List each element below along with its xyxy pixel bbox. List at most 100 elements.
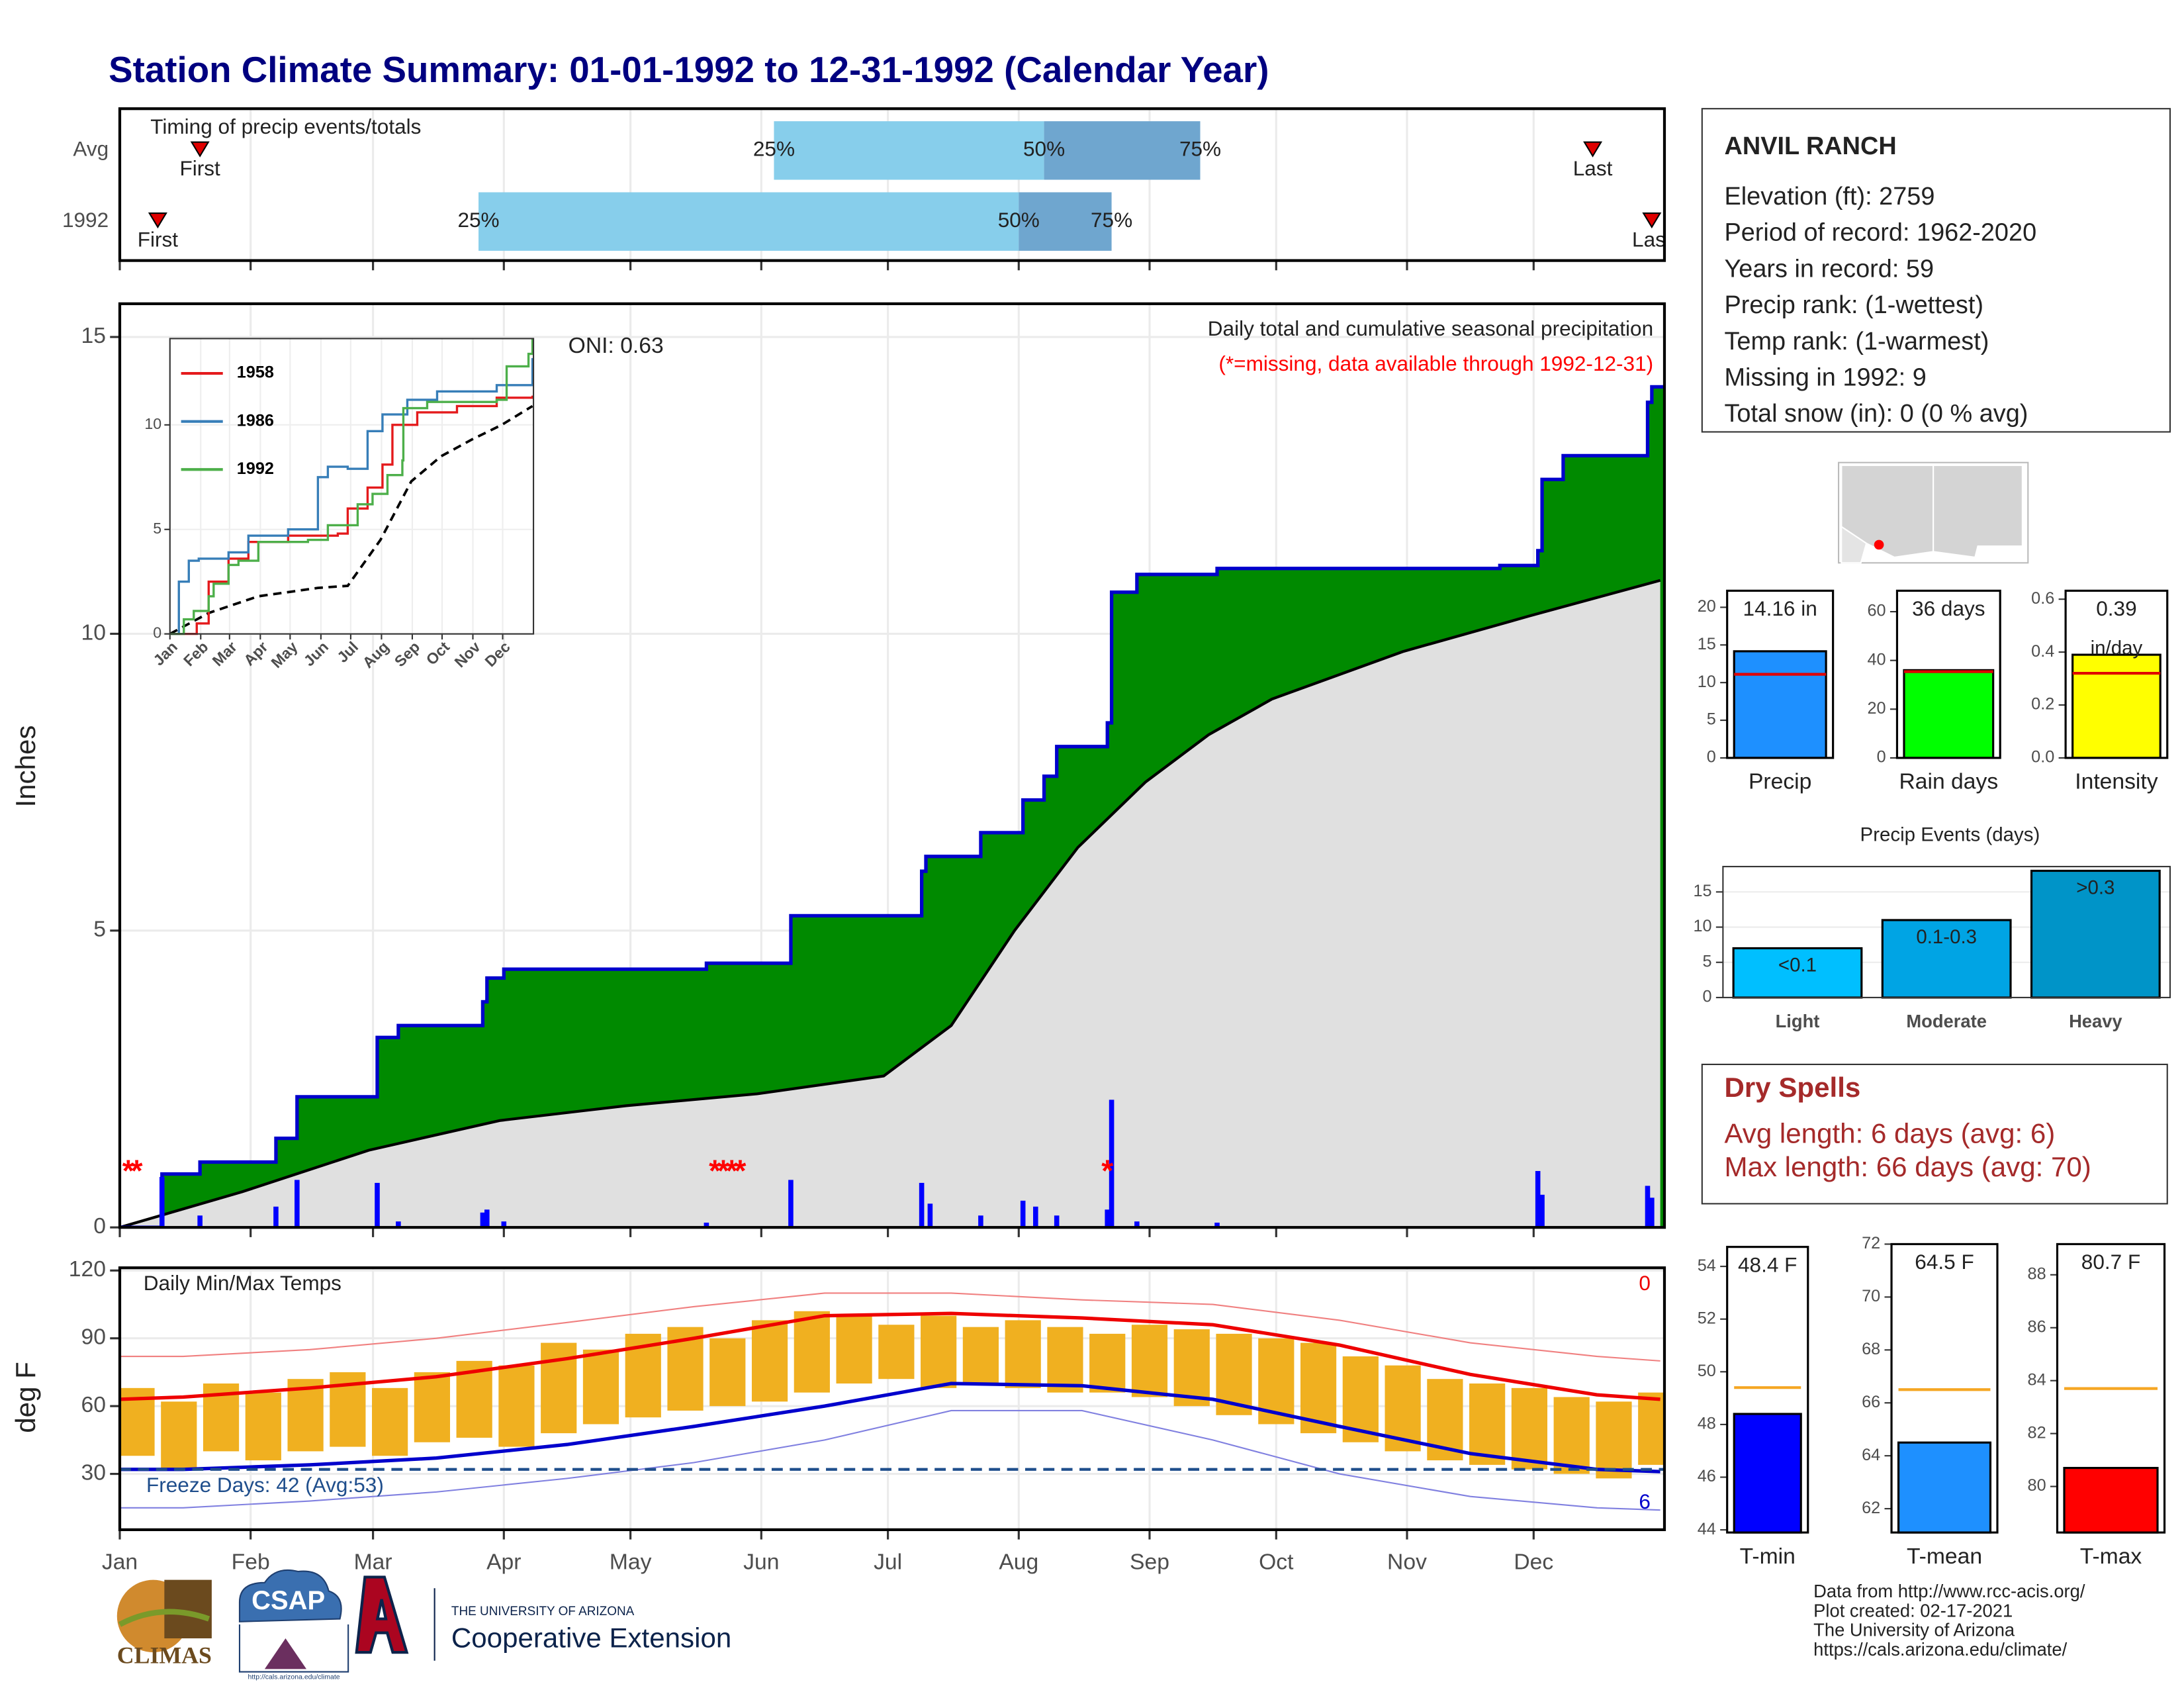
quantile-label: 25% bbox=[457, 208, 499, 232]
x-tick-label: Jul bbox=[874, 1550, 902, 1574]
y-axis-title: Inches bbox=[10, 726, 41, 808]
x-tick-label: Sep bbox=[1130, 1550, 1169, 1574]
mini-y-tick-label: 86 bbox=[2028, 1317, 2046, 1336]
locator-map bbox=[1838, 461, 2029, 564]
mini-y-tick-label: 88 bbox=[2028, 1264, 2046, 1283]
average-line bbox=[119, 579, 1661, 1228]
y-tick-label: 120 bbox=[69, 1257, 106, 1282]
daily-bar bbox=[978, 1215, 983, 1228]
temp-range-bar bbox=[751, 1320, 788, 1402]
legend-label: 1986 bbox=[237, 411, 274, 430]
events-y-tick-label: 10 bbox=[1693, 917, 1711, 935]
precip-plot: ** **** *Daily total and cumulative season… bbox=[119, 303, 1664, 1228]
average-area bbox=[119, 580, 1661, 1228]
daily-bar bbox=[1105, 1209, 1111, 1228]
temp-range-bar bbox=[878, 1325, 915, 1380]
footer-line: Data from http://www.rcc-acis.org/ bbox=[1813, 1581, 2085, 1601]
y-tick-label: 10 bbox=[81, 620, 106, 645]
event-marker bbox=[190, 141, 210, 158]
x-tick-label: Nov bbox=[1387, 1550, 1427, 1574]
category-label: Rain days bbox=[1899, 770, 1998, 794]
events-y-tick-label: 5 bbox=[1702, 952, 1711, 970]
events-title: Precip Events (days) bbox=[1860, 824, 2040, 846]
event-marker bbox=[1583, 141, 1603, 158]
mini-y-tick-label: 80 bbox=[2028, 1476, 2046, 1495]
timing-bar-upper bbox=[1019, 192, 1112, 251]
temp-range-bar bbox=[1173, 1329, 1210, 1407]
daily-bar bbox=[1214, 1223, 1220, 1228]
daily-bar bbox=[1054, 1215, 1060, 1228]
category-label: T-mean bbox=[1907, 1544, 1982, 1569]
legend-label: 1958 bbox=[237, 363, 274, 382]
footer-line: Plot created: 02-17-2021 bbox=[1813, 1600, 2013, 1620]
temp-plot: Daily Min/Max Temps Freeze Days: 42 (Avg:… bbox=[119, 1268, 1664, 1530]
temp-range-bar bbox=[414, 1372, 450, 1442]
quantile-label: 25% bbox=[753, 137, 795, 161]
extension-name: Cooperative Extension bbox=[451, 1622, 731, 1653]
summary-bar bbox=[1903, 669, 1995, 759]
temp-frame bbox=[118, 1266, 1666, 1531]
normal-min-line bbox=[119, 1382, 1661, 1474]
inset-series-line bbox=[169, 395, 534, 635]
missing-marker: * bbox=[1101, 1153, 1113, 1188]
row-label: 1992 bbox=[62, 208, 109, 232]
event-label: First bbox=[179, 156, 220, 180]
events-y-tick-label: 0 bbox=[1702, 988, 1711, 1006]
event-bar-label: <0.1 bbox=[1778, 955, 1817, 976]
temp-range-bar bbox=[1005, 1320, 1041, 1388]
inset-frame bbox=[169, 338, 535, 635]
mini-y-tick-label: 50 bbox=[1698, 1362, 1716, 1380]
event-label: Last bbox=[1632, 227, 1672, 251]
mini-y-tick-label: 0.6 bbox=[2031, 589, 2054, 608]
daily-bar bbox=[927, 1203, 933, 1228]
ua-logo bbox=[355, 1575, 409, 1654]
quantile-label: 75% bbox=[1091, 208, 1132, 232]
mini-y-tick-label: 40 bbox=[1868, 650, 1886, 669]
mini-y-tick-label: 60 bbox=[1868, 602, 1886, 620]
missing-marker: * bbox=[130, 1153, 142, 1188]
mini-frame bbox=[2056, 1243, 2166, 1534]
logos bbox=[116, 1569, 435, 1673]
record-max-line bbox=[119, 1292, 1661, 1362]
summary-bar bbox=[2063, 1466, 2159, 1534]
value-label: 80.7 F bbox=[2081, 1250, 2140, 1274]
temp-range-bar bbox=[582, 1349, 619, 1425]
temp-range-bar bbox=[1469, 1383, 1506, 1465]
station-line: Total snow (in): 0 (0 % avg) bbox=[1724, 400, 2028, 428]
category-label: T-max bbox=[2080, 1544, 2142, 1569]
temp-range-bar bbox=[1047, 1327, 1083, 1393]
quantile-label: 50% bbox=[1023, 137, 1065, 161]
legend-label: 1992 bbox=[237, 459, 274, 478]
category-label: Intensity bbox=[2075, 770, 2158, 794]
temp-range-bar bbox=[1131, 1325, 1168, 1397]
mini-y-tick-label: 0.0 bbox=[2031, 748, 2054, 767]
daily-bar bbox=[197, 1215, 203, 1228]
mini-y-tick-label: 44 bbox=[1698, 1520, 1716, 1538]
csap-cloud bbox=[238, 1569, 342, 1622]
y-tick-label: 15 bbox=[81, 324, 106, 348]
mini-y-tick-label: 52 bbox=[1698, 1309, 1716, 1327]
quantile-label: 50% bbox=[998, 208, 1040, 232]
daily-bar bbox=[273, 1206, 279, 1228]
mini-y-tick-label: 68 bbox=[1862, 1340, 1880, 1358]
mini-y-tick-label: 62 bbox=[1862, 1499, 1880, 1517]
map-california bbox=[1841, 465, 1868, 564]
temp-range-bar bbox=[794, 1311, 830, 1393]
mini-y-tick-label: 20 bbox=[1698, 597, 1716, 616]
value-label: 14.16 in bbox=[1743, 596, 1817, 620]
temp-range-bar bbox=[962, 1327, 999, 1384]
value-label: 36 days bbox=[1912, 596, 1985, 620]
x-tick-label: May bbox=[610, 1550, 652, 1574]
precip-frame bbox=[118, 302, 1666, 1229]
inset-average-line bbox=[169, 404, 533, 635]
daily-bar bbox=[480, 1212, 486, 1228]
csap-logo-text: CSAP bbox=[251, 1586, 325, 1615]
x-tick-label: Oct bbox=[1259, 1550, 1294, 1574]
x-tick-label: Jun bbox=[743, 1550, 779, 1574]
temp-range-bar bbox=[161, 1401, 197, 1470]
daily-bar bbox=[159, 1176, 165, 1228]
summary-bar bbox=[1733, 650, 1827, 759]
normal-max-line bbox=[119, 1311, 1661, 1401]
y-axis-title: deg F bbox=[10, 1362, 41, 1433]
